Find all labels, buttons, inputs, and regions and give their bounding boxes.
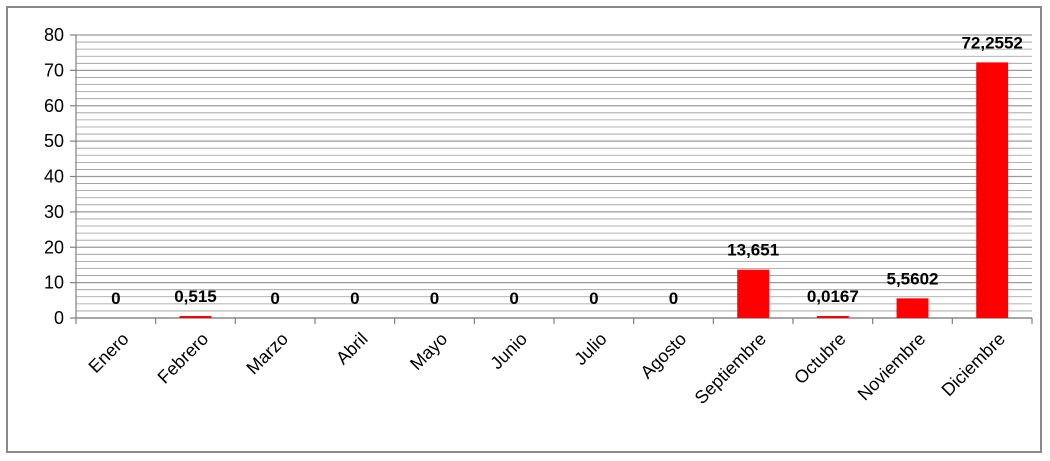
data-label-diciembre: 72,2552 — [961, 33, 1022, 52]
category-label-enero: Enero — [85, 329, 133, 377]
y-tick-label: 50 — [44, 131, 64, 151]
category-label-mayo: Mayo — [406, 329, 451, 374]
y-tick-label: 80 — [44, 25, 64, 45]
category-label-diciembre: Diciembre — [938, 329, 1009, 400]
data-label-octubre: 0,0167 — [807, 287, 859, 306]
data-label-septiembre: 13,651 — [727, 241, 779, 260]
bar-octubre — [816, 316, 849, 318]
data-label-abril: 0 — [350, 289, 359, 308]
data-label-julio: 0 — [589, 289, 598, 308]
category-label-marzo: Marzo — [242, 329, 292, 379]
bar-septiembre — [737, 269, 770, 318]
y-tick-label: 10 — [44, 273, 64, 293]
data-label-enero: 0 — [111, 289, 120, 308]
bar-diciembre — [976, 62, 1009, 318]
data-label-junio: 0 — [509, 289, 518, 308]
y-tick-label: 70 — [44, 60, 64, 80]
category-label-noviembre: Noviembre — [854, 329, 930, 405]
bar-noviembre — [896, 298, 929, 318]
data-label-mayo: 0 — [430, 289, 439, 308]
y-tick-label: 60 — [44, 96, 64, 116]
category-label-abril: Abril — [332, 329, 372, 369]
category-label-agosto: Agosto — [637, 329, 691, 383]
data-label-febrero: 0,515 — [174, 287, 217, 306]
category-label-septiembre: Septiembre — [691, 329, 770, 408]
category-label-febrero: Febrero — [154, 329, 213, 388]
category-label-julio: Julio — [570, 329, 610, 369]
category-label-junio: Junio — [486, 329, 531, 374]
data-label-agosto: 0 — [669, 289, 678, 308]
data-label-marzo: 0 — [270, 289, 279, 308]
bar-febrero — [179, 316, 212, 318]
data-label-noviembre: 5,5602 — [887, 269, 939, 288]
y-tick-label: 20 — [44, 237, 64, 257]
chart-frame — [6, 6, 1042, 453]
y-tick-label: 40 — [44, 167, 64, 187]
y-tick-label: 0 — [54, 308, 64, 328]
y-tick-label: 30 — [44, 202, 64, 222]
category-label-octubre: Octubre — [790, 329, 849, 388]
